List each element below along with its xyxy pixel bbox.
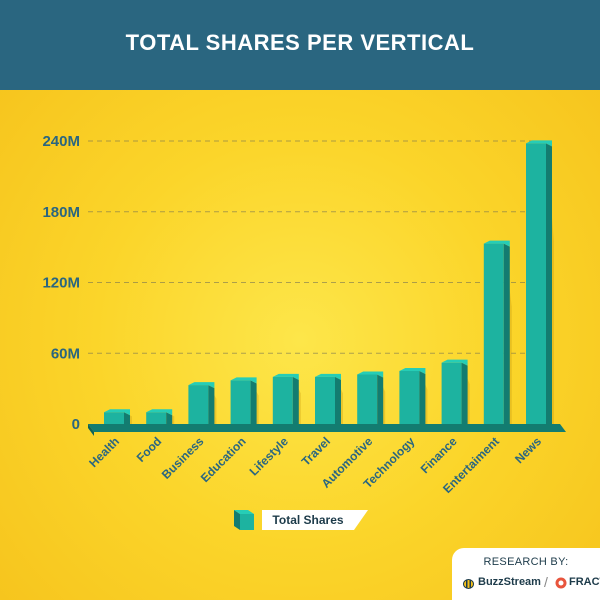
bar-side [166,412,173,424]
bar [483,243,504,424]
fractl-logo: FRACTL [569,576,600,588]
chart-base [88,424,566,436]
bar-top [230,377,257,384]
bar [104,412,124,424]
legend-swatch [234,510,254,530]
bar-side [335,376,341,424]
x-tick-label: Finance [418,434,460,476]
bar [315,376,335,424]
bar-side [250,380,257,424]
x-tick-label: Travel [299,434,333,468]
x-tick-label: News [512,434,544,466]
chart-baseline [88,424,566,432]
y-tick-label: 0 [72,416,80,433]
bar-top [483,240,510,247]
bar-top [104,409,130,416]
bar [357,374,378,424]
bar [272,376,293,424]
legend-label-tail [354,510,368,530]
bar-top [146,409,173,416]
x-tick-label: Education [198,434,249,485]
title-banner [0,0,600,90]
bar [188,385,209,424]
bar [441,362,462,424]
bar-side [292,376,299,424]
fractl-icon [555,577,567,589]
bar-side [546,143,552,424]
credit-box: RESEARCH BY: BuzzStream / FRACTL [452,548,600,600]
chart-baseline-edge [88,424,94,436]
legend-label: Total Shares [262,510,354,530]
bar-top [357,371,384,378]
x-tick-label: Food [134,434,165,465]
y-tick-label: 120M [42,275,80,292]
bar-top [188,382,215,389]
y-tick-label: 60M [51,345,80,362]
bar-side [377,374,384,424]
bar [399,370,420,424]
bar-top [399,367,426,374]
buzzstream-logo: BuzzStream [478,576,541,588]
brand-row: BuzzStream / FRACTL [462,574,600,592]
x-tick-label: Health [86,434,122,470]
bar-side [124,412,130,424]
bars [104,140,554,424]
bar-top [315,373,341,380]
bar-side [419,370,426,424]
bar-side [461,362,468,424]
y-axis-ticks: 0 60M 120M 180M 240M [42,133,80,433]
bee-icon [463,579,474,589]
bar-top [526,140,552,147]
bar-side [503,243,510,424]
x-tick-label: Lifestyle [247,434,292,479]
bar [230,380,251,424]
bar [146,412,167,424]
y-tick-label: 180M [42,204,80,221]
y-tick-label: 240M [42,133,80,150]
research-by-label: RESEARCH BY: [483,556,569,568]
chart-title: TOTAL SHARES PER VERTICAL [125,30,475,55]
logo-divider: / [544,574,548,590]
bar-top [272,373,299,380]
bar-side [208,385,215,424]
gridlines [88,140,552,354]
bar [526,143,546,424]
bar-top [441,359,468,366]
